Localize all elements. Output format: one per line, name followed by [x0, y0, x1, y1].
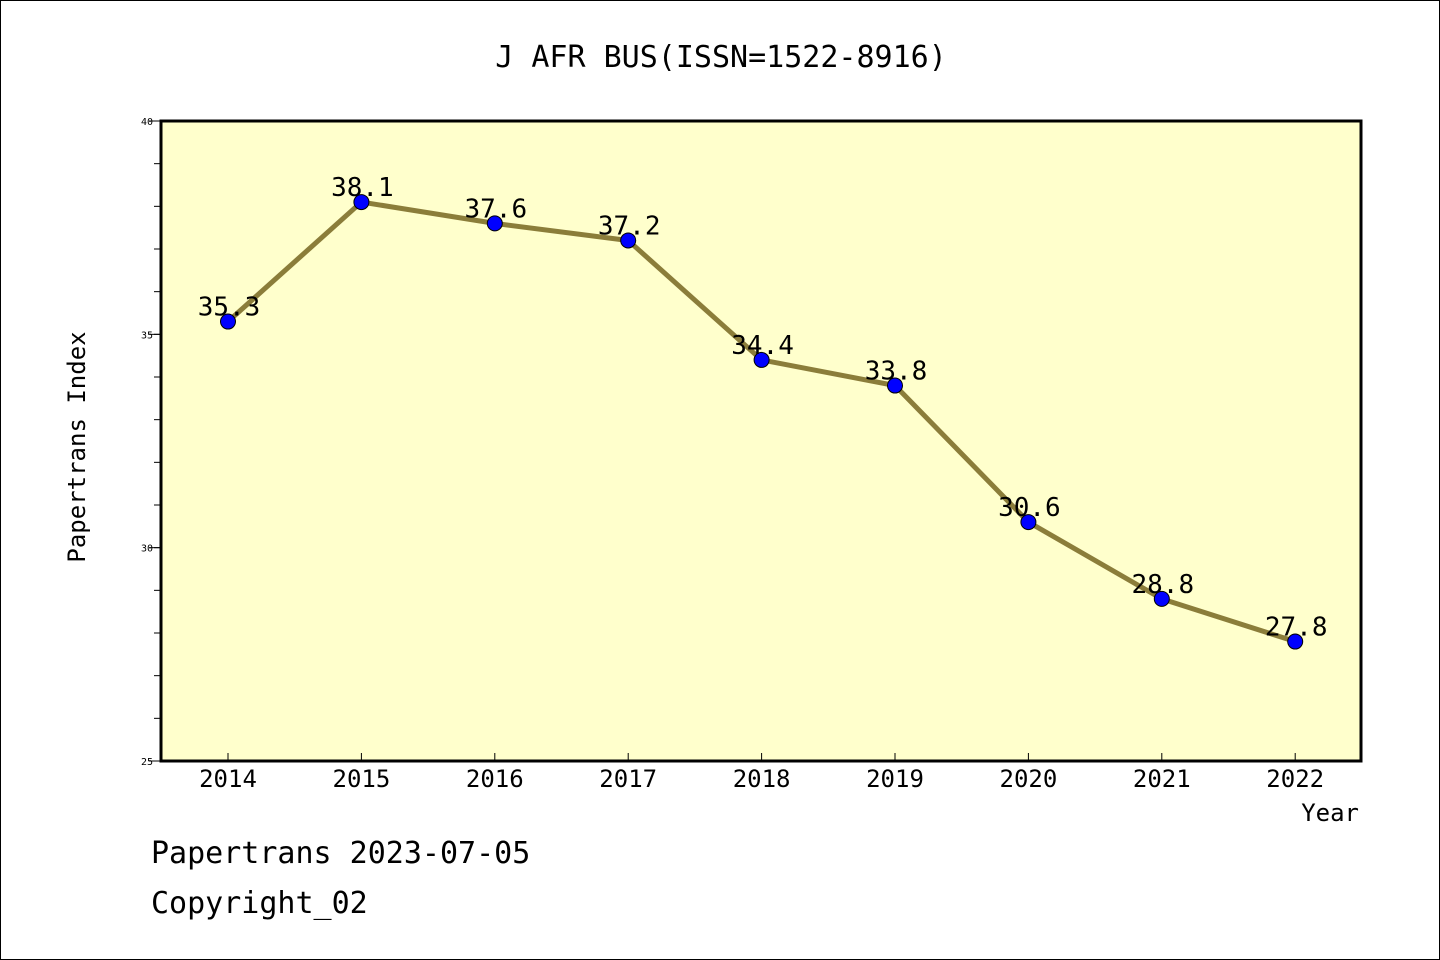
data-label: 30.6 — [998, 493, 1061, 523]
data-point — [486, 215, 503, 232]
data-label: 35.3 — [198, 293, 261, 323]
data-point — [1153, 590, 1170, 607]
x-axis: 2014 2015 2016 2017 2018 2019 2020 2021 2022 — [199, 753, 1324, 793]
x-tick-label: 2015 — [333, 765, 391, 793]
x-tick-label: 2019 — [866, 765, 924, 793]
x-axis-label: Year — [1301, 799, 1359, 827]
x-tick-label: 2017 — [599, 765, 657, 793]
y-axis: 25 30 35 40 — [141, 117, 161, 768]
y-tick-label: 40 — [141, 117, 153, 128]
data-point — [887, 377, 903, 394]
data-label: 28.8 — [1131, 570, 1194, 600]
y-axis-label: Papertrans Index — [63, 331, 91, 562]
y-tick-label: 35 — [141, 330, 153, 341]
data-label: 37.6 — [464, 194, 527, 224]
x-tick-label: 2022 — [1266, 765, 1324, 793]
x-tick-label: 2016 — [466, 765, 524, 793]
x-tick-label: 2020 — [1000, 765, 1058, 793]
data-point — [220, 313, 236, 330]
x-tick-label: 2018 — [733, 765, 791, 793]
data-label: 38.1 — [331, 173, 394, 203]
data-point — [620, 232, 637, 249]
data-point — [1020, 514, 1037, 531]
x-tick-label: 2014 — [199, 765, 257, 793]
data-label: 33.8 — [865, 357, 928, 387]
data-label: 34.4 — [731, 331, 794, 361]
footer-date: Papertrans 2023-07-05 — [151, 836, 531, 871]
data-label: 37.2 — [598, 211, 661, 241]
plot-area — [159, 119, 1363, 763]
data-point — [353, 194, 370, 211]
series-layer: 35.3 38.1 37.6 37.2 34.4 33.8 30.6 28.8 27.8 — [198, 173, 1328, 650]
data-point — [753, 351, 770, 368]
chart-title: J AFR BUS(ISSN=1522-8916) — [495, 40, 947, 75]
y-tick-label: 30 — [141, 544, 153, 555]
footer-copyright: Copyright_02 — [151, 886, 368, 921]
data-point — [1287, 633, 1304, 650]
x-tick-label: 2021 — [1133, 765, 1191, 793]
data-label: 27.8 — [1265, 613, 1328, 643]
y-tick-label: 25 — [141, 757, 153, 768]
